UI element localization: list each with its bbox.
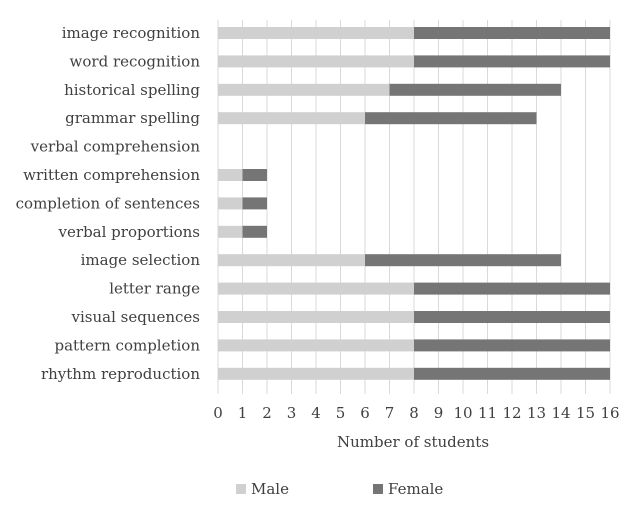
category-label: letter range — [109, 280, 200, 298]
x-tick-label: 1 — [238, 404, 248, 422]
category-label: image selection — [81, 251, 201, 269]
bar-male — [218, 197, 243, 210]
gridlines — [217, 20, 611, 394]
bar-female — [242, 169, 267, 181]
x-tick-label: 13 — [527, 404, 546, 422]
x-tick-labels: 0 1 2 3 4 5 6 7 8 9 10 11 12 13 14 15 16 — [213, 404, 619, 422]
legend: Male Female — [236, 480, 443, 498]
category-label: verbal proportions — [58, 223, 200, 241]
bar-male — [218, 254, 365, 267]
category-label: verbal comprehension — [30, 138, 201, 156]
category-label: image recognition — [62, 24, 201, 42]
x-tick-label: 16 — [600, 404, 619, 422]
category-label: grammar spelling — [65, 109, 200, 127]
x-tick-label: 2 — [262, 404, 272, 422]
x-tick-label: 12 — [502, 404, 521, 422]
bar-male — [218, 367, 414, 380]
x-tick-label: 7 — [385, 404, 395, 422]
bar-male — [218, 282, 414, 295]
legend-swatch-female — [373, 484, 383, 494]
x-tick-label: 3 — [287, 404, 297, 422]
x-tick-label: 0 — [213, 404, 223, 422]
bar-female — [389, 83, 561, 96]
bar-male — [218, 339, 414, 352]
category-label: word recognition — [70, 52, 201, 70]
bar-male — [218, 225, 243, 238]
x-tick-label: 14 — [551, 404, 570, 422]
legend-label-male: Male — [251, 480, 289, 498]
legend-swatch-male — [236, 484, 246, 494]
category-label: completion of sentences — [16, 194, 200, 212]
bar-female — [365, 254, 561, 267]
bar-female — [414, 311, 610, 323]
category-labels: image recognition word recognition histori… — [16, 24, 201, 383]
x-tick-label: 6 — [360, 404, 370, 422]
bar-female — [242, 225, 267, 238]
x-tick-label: 5 — [336, 404, 346, 422]
category-label: written comprehension — [23, 166, 200, 184]
x-tick-label: 8 — [409, 404, 419, 422]
category-label: pattern completion — [54, 336, 200, 354]
x-tick-label: 10 — [453, 404, 472, 422]
bar-male — [218, 311, 414, 323]
bar-male — [218, 83, 390, 96]
x-tick-label: 11 — [478, 404, 497, 422]
category-label: rhythm reproduction — [41, 365, 200, 383]
bar-female — [414, 282, 610, 295]
category-label: visual sequences — [71, 308, 201, 326]
bar-male — [218, 169, 243, 181]
category-label: historical spelling — [64, 81, 200, 99]
legend-label-female: Female — [388, 480, 443, 498]
bar-female — [414, 27, 610, 39]
bar-female — [414, 367, 610, 380]
bar-male — [218, 112, 365, 125]
x-tick-label: 9 — [434, 404, 444, 422]
bar-female — [242, 197, 267, 210]
x-tick-label: 15 — [576, 404, 595, 422]
bar-male — [218, 27, 414, 39]
bars — [218, 27, 610, 380]
bar-female — [414, 55, 610, 68]
x-axis-title: Number of students — [337, 433, 489, 451]
bar-female — [414, 339, 610, 352]
bar-female — [365, 112, 537, 125]
bar-male — [218, 55, 414, 68]
x-tick-label: 4 — [311, 404, 321, 422]
